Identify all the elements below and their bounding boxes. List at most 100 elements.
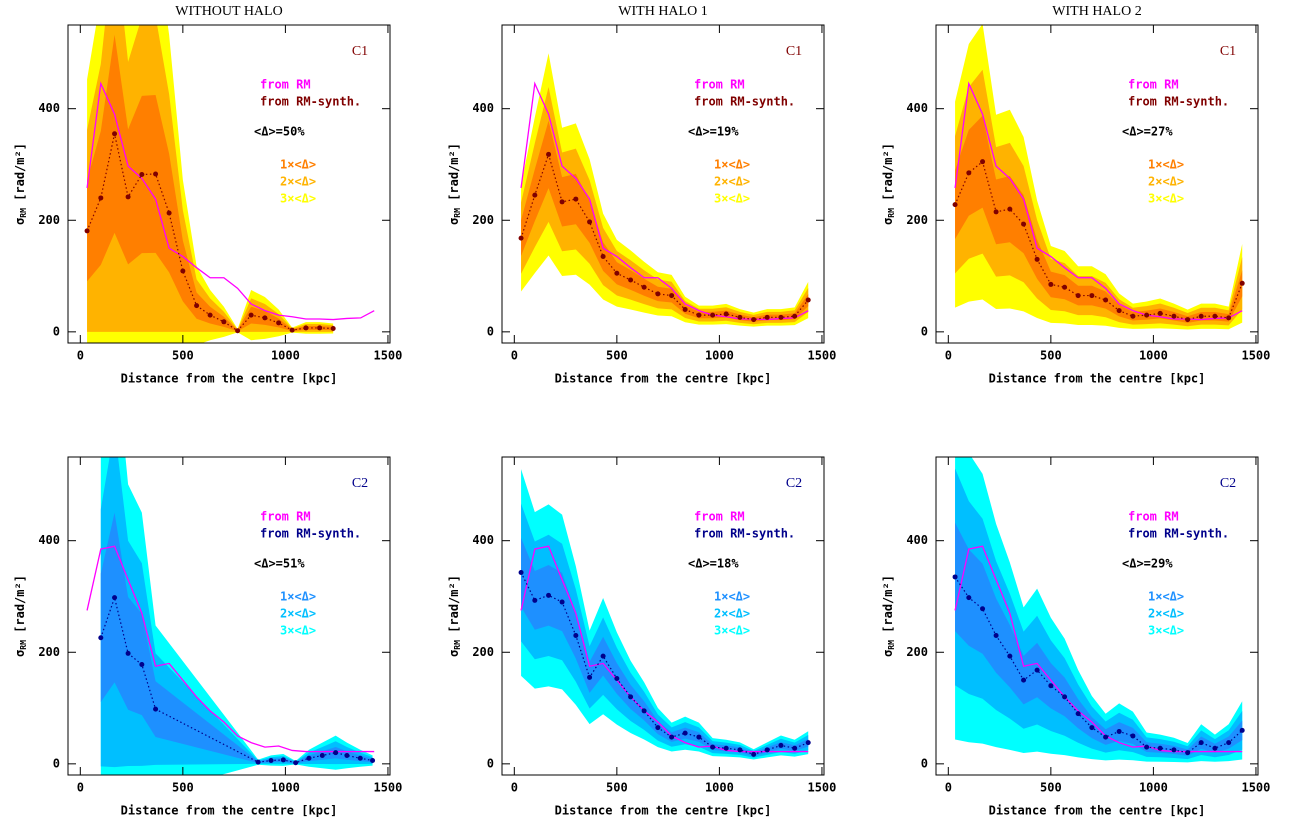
x-tick-label: 0 [77,349,84,363]
y-label-subscript: RM [19,640,28,650]
delta-label: <Δ>=18% [688,557,739,571]
y-label-symbol: σ [447,650,461,657]
synth-point [166,210,172,216]
synth-point [1089,725,1095,731]
y-tick-label: 200 [472,213,494,227]
synth-point [1171,747,1177,753]
band-legend: 2×<Δ> [1148,607,1184,621]
synth-point [293,760,299,766]
synth-point [778,314,784,320]
synth-point [268,757,274,763]
plot-frame [935,456,1259,776]
synth-point [792,745,798,751]
error-band [521,120,809,322]
y-tick-label: 0 [53,324,60,338]
synth-point [952,574,958,580]
y-tick-label: 200 [38,645,60,659]
synth-point [980,606,986,612]
synth-point [532,192,538,198]
y-label-unit: [rad/m²] [881,143,895,208]
y-axis-label: σRM [rad/m²] [881,575,896,657]
synth-point [98,195,104,201]
cluster-label: C1 [786,44,802,59]
synth-point [751,751,757,757]
band-legend: 3×<Δ> [1148,624,1184,638]
y-tick-label: 0 [921,324,928,338]
rm-line [86,81,375,321]
y-label-symbol: σ [881,218,895,225]
x-axis-label: Distance from the centre [kpc] [121,804,338,818]
legend-entry: from RM-synth. [260,527,361,541]
synth-point [682,730,688,736]
delta-label: <Δ>=27% [1122,125,1173,139]
band-legend: 2×<Δ> [1148,175,1184,189]
x-tick-label: 1500 [807,349,836,363]
plot-frame [67,456,391,776]
synth-point [1103,734,1109,740]
synth-point [153,706,159,712]
synth-point [180,268,186,274]
synth-point [1185,750,1191,756]
synth-point [980,159,986,165]
legend-entry: from RM [260,510,311,524]
synth-point [710,312,716,318]
synth-point [1089,293,1095,299]
synth-point [344,752,350,758]
synth-point [600,653,606,659]
band-legend: 2×<Δ> [714,175,750,189]
cluster-label: C1 [1220,44,1236,59]
synth-point [1021,677,1027,683]
legend-entry: from RM-synth. [694,527,795,541]
x-axis-label: Distance from the centre [kpc] [555,372,772,386]
x-tick-label: 1500 [1241,349,1270,363]
synth-point [333,750,339,756]
cluster-label: C2 [352,476,368,491]
y-label-unit: [rad/m²] [13,143,27,208]
synth-point [1048,683,1054,689]
y-label-subscript: RM [19,208,28,218]
error-band [521,538,809,757]
y-label-symbol: σ [447,218,461,225]
synth-point [696,734,702,740]
synth-point [573,196,579,202]
synth-point [317,325,323,331]
panel-title: WITH HALO 1 [618,4,707,19]
synth-point [792,313,798,319]
x-tick-label: 0 [945,781,952,795]
x-tick-label: 1000 [271,781,300,795]
y-tick-label: 200 [906,645,928,659]
synth-point [696,312,702,318]
band-legend: 1×<Δ> [280,590,316,604]
x-tick-label: 1500 [807,781,836,795]
band-legend: 1×<Δ> [1148,158,1184,172]
synth-point [1171,313,1177,319]
y-tick-label: 400 [38,101,60,115]
synth-point [966,595,972,601]
synth-point [84,228,90,234]
synth-point [1062,284,1068,290]
delta-label: <Δ>=19% [688,125,739,139]
synth-point [276,320,282,326]
synth-point [357,755,363,761]
rm-line [520,81,809,321]
panel-title: WITHOUT HALO [175,4,282,19]
x-tick-label: 500 [606,781,628,795]
error-band [87,34,334,332]
synth-point [235,328,241,334]
synth-point [1130,313,1136,319]
synth-point [573,633,579,639]
y-label-subscript: RM [887,640,896,650]
band-legend: 1×<Δ> [280,158,316,172]
y-axis-label: σRM [rad/m²] [13,575,28,657]
synth-point [112,595,118,601]
synth-point [1116,308,1122,314]
y-label-symbol: σ [13,650,27,657]
y-label-unit: [rad/m²] [447,575,461,640]
synth-point [221,319,227,325]
synth-point [1185,317,1191,323]
synth-point [952,202,958,208]
synth-point [1021,221,1027,227]
synth-point [587,219,593,225]
synth-point [280,757,286,763]
